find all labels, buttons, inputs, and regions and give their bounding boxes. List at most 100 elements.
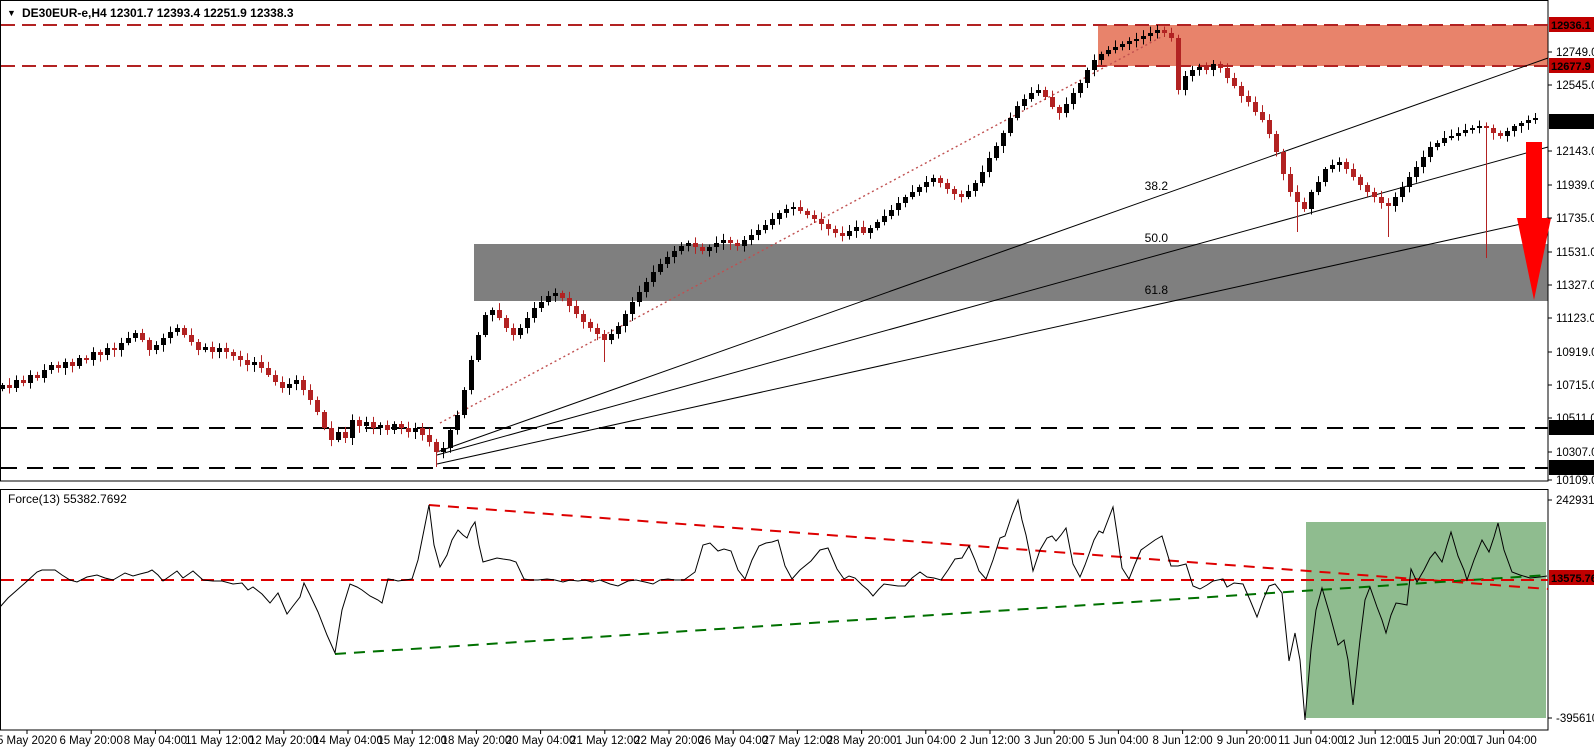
candle-body [161,338,166,345]
time-tick-label: 17 Jun 04:00 [1470,735,1537,747]
candle-body [924,182,929,187]
force-lower-trendline[interactable] [334,574,1549,655]
resistance-zone[interactable] [1098,25,1548,66]
candle-body [112,348,117,350]
candle-body [1456,133,1461,136]
time-tick-label: 15 May 12:00 [377,735,447,747]
candle-body [308,390,313,400]
fib-fan-38[interactable] [436,57,1549,453]
candle-body [1022,99,1027,106]
candle-body [0,385,5,389]
candle-body [721,240,726,243]
price-tick-label: 11123.0 [1556,313,1594,325]
candle-body [903,197,908,203]
candle-body [315,400,320,412]
price-flag-label: 12936.1 [1551,20,1591,32]
candle-body [84,358,89,360]
candle-body [1421,157,1426,167]
main-panel-frame [0,0,1549,482]
candle-body [1526,120,1531,123]
candle-body [595,328,600,334]
candle-body [1267,120,1272,134]
price-tick-label: 11735.0 [1556,213,1594,225]
symbol-dropdown-icon[interactable]: ▼ [7,8,16,18]
candle-body [497,310,502,318]
candle-body [168,332,173,338]
candle-body [77,358,82,366]
candle-body [735,243,740,246]
candle-body [686,243,691,246]
candle-body [1190,70,1195,76]
time-tick-label: 18 May 20:00 [442,735,512,747]
fib-fan-50[interactable] [436,146,1549,456]
candle-body [273,375,278,382]
candle-body [1211,64,1216,70]
candle-body [1246,96,1251,102]
candle-body [1043,90,1048,97]
candle-body [875,222,880,228]
candle-body [756,230,761,235]
candle-body [1197,67,1202,70]
rally-trendline[interactable] [439,35,1164,424]
price-tick-label: 10919.0 [1556,347,1594,359]
candle-body [637,292,642,302]
candle-body [1323,169,1328,182]
candle-body [1141,36,1146,39]
candle-body [679,246,684,251]
time-tick-label: 3 Jun 20:00 [1024,735,1084,747]
candle-body [882,216,887,222]
candle-body [959,194,964,197]
fib-fan-61[interactable] [436,217,1549,465]
time-tick-label: 21 May 12:00 [570,735,640,747]
price-flag [1549,570,1594,585]
time-tick-label: 9 Jun 20:00 [1217,735,1277,747]
time-tick-label: 27 May 12:00 [763,735,833,747]
candle-body [581,314,586,322]
candle-body [777,213,782,219]
candle-body [623,314,628,326]
candle-body [805,211,810,215]
price-tick-label: -3956108. [1556,713,1594,725]
candle-body [1148,33,1153,36]
symbol-title: DE30EUR-e,H4 12301.7 12393.4 12251.9 123… [22,6,294,20]
down-arrow[interactable] [1517,142,1551,300]
candle-body [1393,197,1398,206]
candle-body [1120,44,1125,47]
candle-body [1400,187,1405,197]
indicator-zone[interactable] [1306,522,1546,718]
time-tick-label: 2 Jun 12:00 [960,735,1020,747]
time-tick-label: 8 Jun 12:00 [1153,735,1213,747]
indicator-label: Force(13) 55382.7692 [8,492,127,506]
candle-body [1414,167,1419,177]
candle-body [371,422,376,428]
support-zone[interactable] [474,244,1548,301]
candle-body [1099,54,1104,60]
candle-body [280,382,285,388]
candle-body [175,328,180,332]
candle-body [7,385,12,388]
time-tick-label: 1 Jun 04:00 [896,735,956,747]
candle-body [742,240,747,246]
candle-body [980,172,985,183]
candle-body [1106,50,1111,54]
candle-body [1204,67,1209,70]
candle-body [147,340,152,350]
candle-body [1225,68,1230,78]
candle-body [91,352,96,360]
candle-body [399,424,404,428]
force-upper-trendline[interactable] [428,504,1549,590]
price-tick-label: 11531.0 [1556,247,1594,259]
candle-body [1260,112,1265,120]
candle-body [63,362,68,368]
candle-body [1302,202,1307,209]
candle-body [651,272,656,282]
price-flag [1549,420,1594,435]
candle-body [217,348,222,352]
candle-body [21,380,26,383]
candle-body [385,425,390,430]
time-tick-label: 5 Jun 04:00 [1088,735,1148,747]
candle-body [252,362,257,365]
candle-body [994,146,999,158]
time-tick-label: 28 May 20:00 [827,735,897,747]
